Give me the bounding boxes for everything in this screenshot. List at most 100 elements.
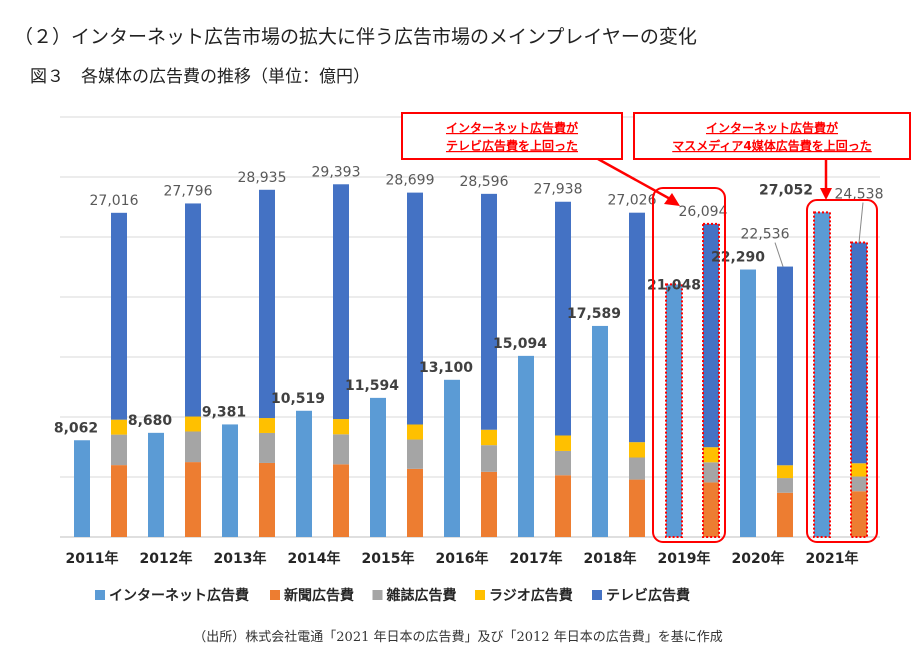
bar-internet <box>222 424 238 537</box>
bar-tv <box>481 193 497 430</box>
bar-newspaper <box>111 465 127 537</box>
legend-label: テレビ広告費 <box>606 587 690 604</box>
bar-magazine <box>481 445 497 472</box>
year-label: 2015年 <box>362 550 415 567</box>
highlight-box-2021 <box>806 199 878 543</box>
legend-label: インターネット広告費 <box>109 587 249 604</box>
bar-internet <box>665 283 683 539</box>
total-label: 26,094 <box>679 204 728 220</box>
bar-magazine <box>777 478 793 493</box>
bar-radio <box>185 416 201 432</box>
bar-radio <box>703 447 719 463</box>
legend-label: 新聞広告費 <box>284 587 354 604</box>
bar-newspaper <box>555 475 571 537</box>
year-label: 2012年 <box>140 550 193 567</box>
bar-newspaper <box>777 492 793 537</box>
internet-label: 22,290 <box>711 250 765 266</box>
bar-internet <box>148 432 164 537</box>
total-label: 28,596 <box>460 174 509 190</box>
bar-tv <box>259 189 275 419</box>
internet-label: 21,048 <box>647 277 701 293</box>
bar-tv <box>629 212 645 443</box>
bar-magazine <box>851 476 867 492</box>
internet-label: 17,589 <box>567 306 621 322</box>
bar-magazine <box>555 450 571 476</box>
annotation-box <box>633 112 911 160</box>
year-label: 2014年 <box>288 550 341 567</box>
bar-newspaper <box>629 479 645 537</box>
bar-radio <box>851 463 867 477</box>
bar-internet <box>444 379 460 537</box>
bar-magazine <box>629 457 645 480</box>
annotation-arrow <box>597 157 673 202</box>
bar-tv <box>111 212 127 420</box>
bar-radio <box>407 424 423 440</box>
bar-newspaper <box>407 468 423 537</box>
bar-radio <box>333 419 349 435</box>
year-label: 2013年 <box>214 550 267 567</box>
internet-label: 9,381 <box>202 404 246 420</box>
bar-internet <box>296 410 312 537</box>
bar-internet <box>592 325 608 537</box>
total-label: 27,016 <box>90 193 139 209</box>
annotation-text: マスメディア4媒体広告費を上回った <box>672 138 872 153</box>
bar-tv <box>333 184 349 420</box>
legend-swatch <box>270 590 280 600</box>
internet-label: 11,594 <box>345 378 399 394</box>
source-note: （出所）株式会社電通「2021 年日本の広告費」及び「2012 年日本の広告費」… <box>193 630 723 645</box>
bar-magazine <box>259 432 275 463</box>
section-heading: （２）インターネット広告市場の拡大に伴う広告市場のメインプレイヤーの変化 <box>14 26 697 48</box>
total-label: 27,938 <box>534 182 583 198</box>
internet-label: 8,680 <box>128 413 173 429</box>
internet-label: 10,519 <box>271 391 325 407</box>
legend-swatch <box>475 590 485 600</box>
highlight-box-2019 <box>652 187 726 543</box>
figure-title: 図３ 各媒体の広告費の推移（単位：億円） <box>30 67 370 87</box>
legend-swatch <box>372 590 383 600</box>
total-label: 28,699 <box>386 173 435 189</box>
year-label: 2017年 <box>510 550 563 567</box>
bar-tv <box>777 266 793 466</box>
total-label: 28,935 <box>238 170 287 186</box>
bar-tv <box>851 242 867 464</box>
bar-tv <box>555 201 571 436</box>
bar-newspaper <box>185 462 201 537</box>
annotation-text: テレビ広告費を上回った <box>446 138 578 153</box>
total-label: 27,796 <box>164 183 213 199</box>
bar-newspaper <box>259 462 275 537</box>
bar-internet <box>813 211 831 538</box>
legend-label: ラジオ広告費 <box>489 587 573 604</box>
arrowhead-icon <box>664 193 680 206</box>
bar-internet <box>518 355 534 537</box>
internet-label: 13,100 <box>419 360 473 376</box>
legend-swatch <box>592 590 602 600</box>
bar-magazine <box>407 439 423 469</box>
year-label: 2016年 <box>436 550 489 567</box>
year-label: 2021年 <box>806 550 859 567</box>
bar-radio <box>777 465 793 479</box>
bar-tv <box>185 203 201 417</box>
year-label: 2019年 <box>658 550 711 567</box>
internet-label: 27,052 <box>759 182 813 198</box>
bar-stack-outline <box>702 222 720 538</box>
internet-label: 15,094 <box>493 336 547 352</box>
bar-newspaper <box>333 464 349 537</box>
arrowhead-icon <box>820 188 832 200</box>
legend-swatch <box>95 590 105 600</box>
bar-radio <box>259 418 275 433</box>
bar-newspaper <box>703 482 719 537</box>
bar-radio <box>111 419 127 435</box>
annotation-text: インターネット広告費が <box>446 120 578 135</box>
bar-magazine <box>185 431 201 463</box>
annotation-text: インターネット広告費が <box>706 120 838 135</box>
year-label: 2011年 <box>66 550 119 567</box>
total-label: 22,536 <box>741 227 790 243</box>
bar-internet <box>74 440 90 537</box>
year-label: 2020年 <box>732 550 785 567</box>
bar-magazine <box>111 434 127 466</box>
internet-label: 8,062 <box>54 420 98 436</box>
bar-newspaper <box>481 471 497 537</box>
bar-radio <box>481 429 497 446</box>
